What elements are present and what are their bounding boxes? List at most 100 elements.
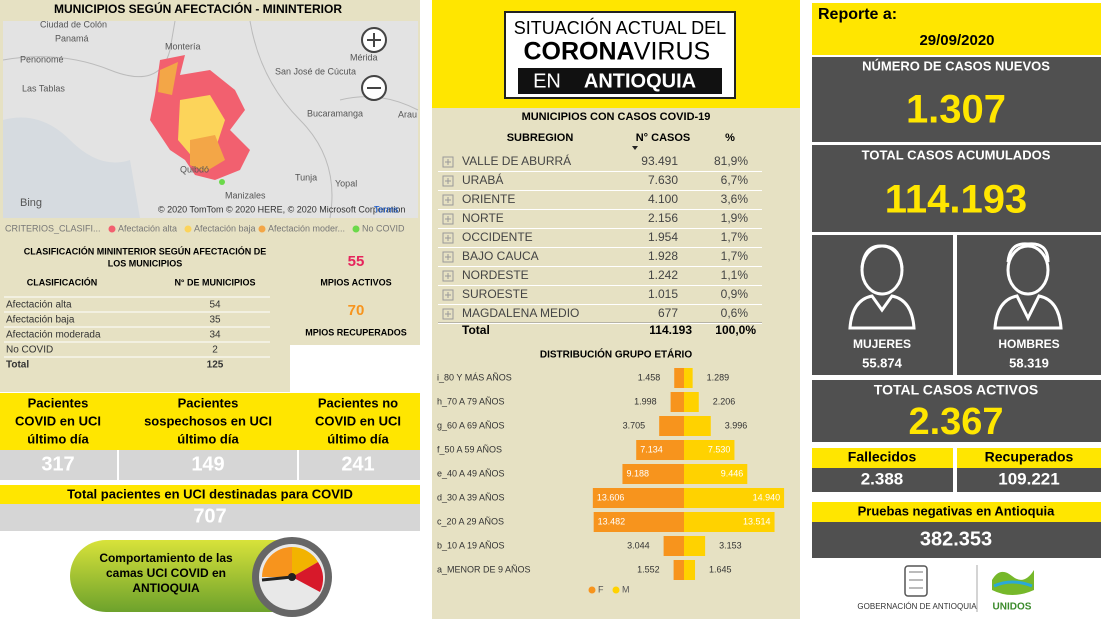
bing-logo: Bing — [20, 197, 42, 209]
expand-button[interactable] — [445, 254, 451, 260]
bar — [684, 416, 711, 436]
table-cell: 0,6% — [721, 306, 749, 320]
legend-swatch — [184, 225, 192, 233]
category-label: h_70 A 79 AÑOS — [437, 396, 505, 406]
table-cell: MAGDALENA MEDIO — [462, 306, 579, 320]
map-terms[interactable]: Terms — [374, 204, 399, 214]
table-cell: Afectación baja — [6, 315, 75, 326]
value-label: 13.514 — [743, 516, 771, 526]
legend-label: Afectación alta — [118, 223, 177, 233]
bar — [684, 392, 699, 412]
legend-swatch — [588, 586, 596, 594]
table-cell: Total — [6, 360, 29, 371]
value-label: 9.188 — [626, 468, 649, 478]
value-label: 13.482 — [598, 516, 626, 526]
expand-button[interactable] — [442, 213, 454, 225]
active-municipalities: 55 — [348, 253, 365, 270]
map-place: Mérida — [350, 52, 378, 62]
value-label: 13.606 — [597, 492, 625, 502]
report-label: Reporte a: — [818, 6, 897, 23]
active-label: MPIOS ACTIVOS — [320, 277, 391, 287]
deaths: 2.388 — [861, 469, 904, 488]
map-region — [219, 179, 225, 185]
table-cell: 1.242 — [648, 268, 678, 282]
total-cases-box — [812, 145, 1101, 232]
value-label: 3.705 — [623, 420, 646, 430]
map-region — [158, 62, 178, 95]
recovered-label: MPIOS RECUPERADOS — [305, 327, 407, 337]
legend-swatch — [352, 225, 360, 233]
table-cell: 1,7% — [721, 249, 749, 263]
uci-header: Pacientes no — [318, 395, 398, 410]
table-cell: 2 — [212, 345, 218, 356]
expand-button[interactable] — [445, 216, 451, 222]
category-label: g_60 A 69 AÑOS — [437, 420, 505, 430]
table-header: N° CASOS — [636, 132, 691, 144]
category-label: c_20 A 29 AÑOS — [437, 516, 504, 526]
expand-button[interactable] — [445, 178, 451, 184]
uci-header — [0, 393, 420, 450]
men-label: HOMBRES — [998, 337, 1059, 351]
table-cell: 35 — [209, 315, 221, 326]
zoom-out[interactable] — [361, 75, 387, 101]
button-label: Comportamiento de las — [99, 551, 233, 565]
expand-button[interactable] — [445, 273, 451, 279]
zoom-in[interactable] — [361, 27, 387, 53]
table-cell: 6,7% — [721, 173, 749, 187]
value-label: 14.940 — [753, 492, 781, 502]
value-label: 9.446 — [721, 468, 744, 478]
uci-total-box — [0, 504, 420, 531]
negative-header — [812, 502, 1101, 522]
expand-button[interactable] — [445, 235, 451, 241]
legend-label: F — [598, 584, 604, 594]
bar — [684, 464, 748, 484]
deaths-label: Fallecidos — [848, 449, 917, 465]
uci-value: 149 — [191, 453, 224, 475]
table-cell: 0,9% — [721, 287, 749, 301]
table-cell: BAJO CAUCA — [462, 249, 539, 263]
expand-button[interactable] — [442, 308, 454, 320]
active-box — [812, 380, 1101, 442]
category-label: e_40 A 49 AÑOS — [437, 468, 505, 478]
table-cell: 54 — [209, 300, 221, 311]
table-cell: 4.100 — [648, 192, 678, 206]
bar — [684, 368, 693, 388]
expand-button[interactable] — [445, 197, 451, 203]
legend-label: M — [622, 584, 630, 594]
legend-label: Afectación baja — [194, 223, 256, 233]
table-cell: 7.630 — [648, 173, 678, 187]
sort-arrow[interactable] — [632, 146, 638, 150]
table-cell: No COVID — [6, 345, 53, 356]
map-place: Quibdó — [180, 164, 209, 174]
table-cell: 1.015 — [648, 287, 678, 301]
expand-button[interactable] — [445, 311, 451, 317]
expand-button[interactable] — [442, 251, 454, 263]
button-label: camas UCI COVID en — [106, 566, 226, 580]
legend-swatch — [258, 225, 266, 233]
banner-en: EN — [533, 70, 561, 92]
table-cell: 34 — [209, 330, 221, 341]
banner-virus: VIRUS — [634, 38, 710, 66]
expand-button[interactable] — [442, 232, 454, 244]
bar — [674, 368, 684, 388]
expand-button[interactable] — [445, 159, 451, 165]
unidos-logo — [992, 570, 1034, 595]
expand-button[interactable] — [442, 289, 454, 301]
legend-swatch — [108, 225, 116, 233]
value-label: 2.206 — [713, 396, 736, 406]
negative-tests: 382.353 — [920, 528, 992, 550]
chart-title: DISTRIBUCIÓN GRUPO ETÁRIO — [540, 348, 692, 361]
expand-button[interactable] — [442, 175, 454, 187]
uci-beds-button[interactable] — [70, 537, 332, 617]
expand-button[interactable] — [442, 270, 454, 282]
expand-button[interactable] — [442, 156, 454, 168]
total-cell: 100,0% — [715, 323, 756, 337]
legend-swatch — [612, 586, 620, 594]
active-cases: 2.367 — [908, 401, 1003, 443]
expand-button[interactable] — [442, 194, 454, 206]
value-label: 1.289 — [707, 372, 730, 382]
bar — [636, 440, 684, 460]
value-label: 7.530 — [708, 444, 731, 454]
expand-button[interactable] — [445, 292, 451, 298]
uci-header: COVID en UCI — [15, 413, 101, 428]
